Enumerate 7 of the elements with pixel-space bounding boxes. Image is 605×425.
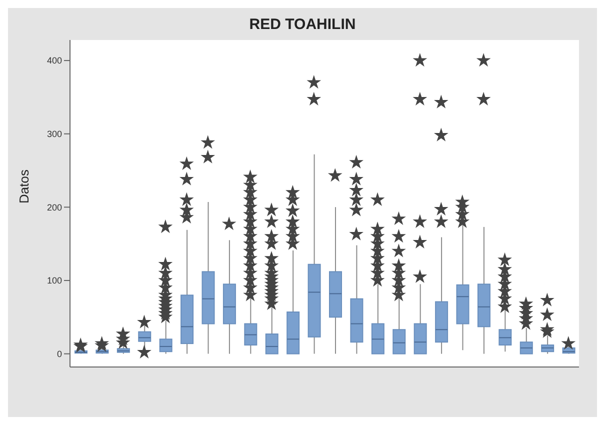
y-tick-label: 0 (56, 349, 62, 359)
chart-title: RED TOAHILIN (248, 15, 357, 35)
y-tick-label: 200 (46, 202, 62, 212)
y-tick-label: 300 (46, 129, 62, 140)
y-tick-label: 400 (46, 56, 62, 66)
y-axis-title: Datos (16, 169, 32, 204)
y-tick-label: 100 (46, 276, 62, 286)
